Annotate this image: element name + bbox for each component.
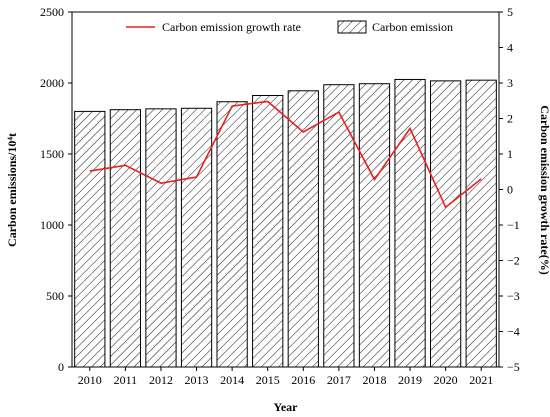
growth-rate-line bbox=[89, 100, 482, 209]
x-tick-label: 2012 bbox=[149, 373, 173, 387]
y2-tick-label: −5 bbox=[507, 360, 520, 374]
x-tick-label: 2021 bbox=[469, 373, 493, 387]
right-axis-ticks: −5 −4 −3 −2 −1 0 1 2 3 4 5 bbox=[499, 5, 520, 374]
bar-2018 bbox=[358, 83, 391, 368]
bar-2011 bbox=[109, 109, 141, 368]
y2-tick-label: 5 bbox=[507, 5, 513, 19]
legend-label-growth-rate: Carbon emission growth rate bbox=[162, 20, 301, 34]
x-tick-label: 2011 bbox=[114, 373, 138, 387]
x-tick-label: 2019 bbox=[398, 373, 422, 387]
bar-2010 bbox=[74, 110, 106, 368]
bar-2020 bbox=[430, 80, 462, 368]
y2-tick-label: −4 bbox=[507, 325, 520, 339]
y-tick-label: 0 bbox=[58, 360, 64, 374]
bar-2015 bbox=[252, 95, 284, 368]
bar-series bbox=[74, 78, 497, 368]
legend-label-carbon-emission: Carbon emission bbox=[372, 20, 453, 34]
y2-tick-label: −3 bbox=[507, 289, 520, 303]
y-tick-label: 2000 bbox=[40, 76, 64, 90]
y-tick-label: 2500 bbox=[40, 5, 64, 19]
y2-tick-label: 0 bbox=[507, 183, 513, 197]
y2-tick-label: 1 bbox=[507, 147, 513, 161]
bar-2017 bbox=[323, 84, 355, 368]
y-tick-label: 500 bbox=[46, 289, 64, 303]
legend: Carbon emission growth rate Carbon emiss… bbox=[126, 20, 453, 34]
legend-bar-swatch bbox=[337, 20, 367, 34]
x-tick-label: 2015 bbox=[256, 373, 280, 387]
x-tick-label: 2013 bbox=[185, 373, 209, 387]
y2-tick-label: 4 bbox=[507, 41, 513, 55]
x-tick-label: 2010 bbox=[78, 373, 102, 387]
x-tick-label: 2018 bbox=[362, 373, 386, 387]
y-axis-title: Carbon emissions/10⁴t bbox=[5, 133, 19, 247]
bar-2019 bbox=[394, 78, 426, 368]
x-axis-title: Year bbox=[274, 400, 299, 414]
y2-tick-label: −2 bbox=[507, 254, 520, 268]
y2-axis-title: Carbon emission growth rate(%) bbox=[538, 105, 550, 274]
x-tick-label: 2016 bbox=[291, 373, 315, 387]
y-tick-label: 1500 bbox=[40, 147, 64, 161]
left-axis-ticks: 0 500 1000 1500 2000 2500 bbox=[40, 5, 72, 374]
y2-tick-label: 2 bbox=[507, 112, 513, 126]
x-axis-ticks: 2010 2011 2012 2013 2014 2015 2016 2017 2018 2019… bbox=[78, 367, 493, 387]
x-tick-label: 2020 bbox=[434, 373, 458, 387]
bar-2013 bbox=[180, 107, 213, 368]
y-tick-label: 1000 bbox=[40, 218, 64, 232]
bar-2014 bbox=[216, 101, 248, 368]
y2-tick-label: 3 bbox=[507, 76, 513, 90]
bar-2021 bbox=[465, 79, 497, 368]
y2-tick-label: −1 bbox=[507, 218, 520, 232]
growth-rate-series bbox=[89, 100, 482, 209]
x-tick-label: 2014 bbox=[220, 373, 244, 387]
bar-2012 bbox=[145, 108, 177, 368]
x-tick-label: 2017 bbox=[327, 373, 351, 387]
